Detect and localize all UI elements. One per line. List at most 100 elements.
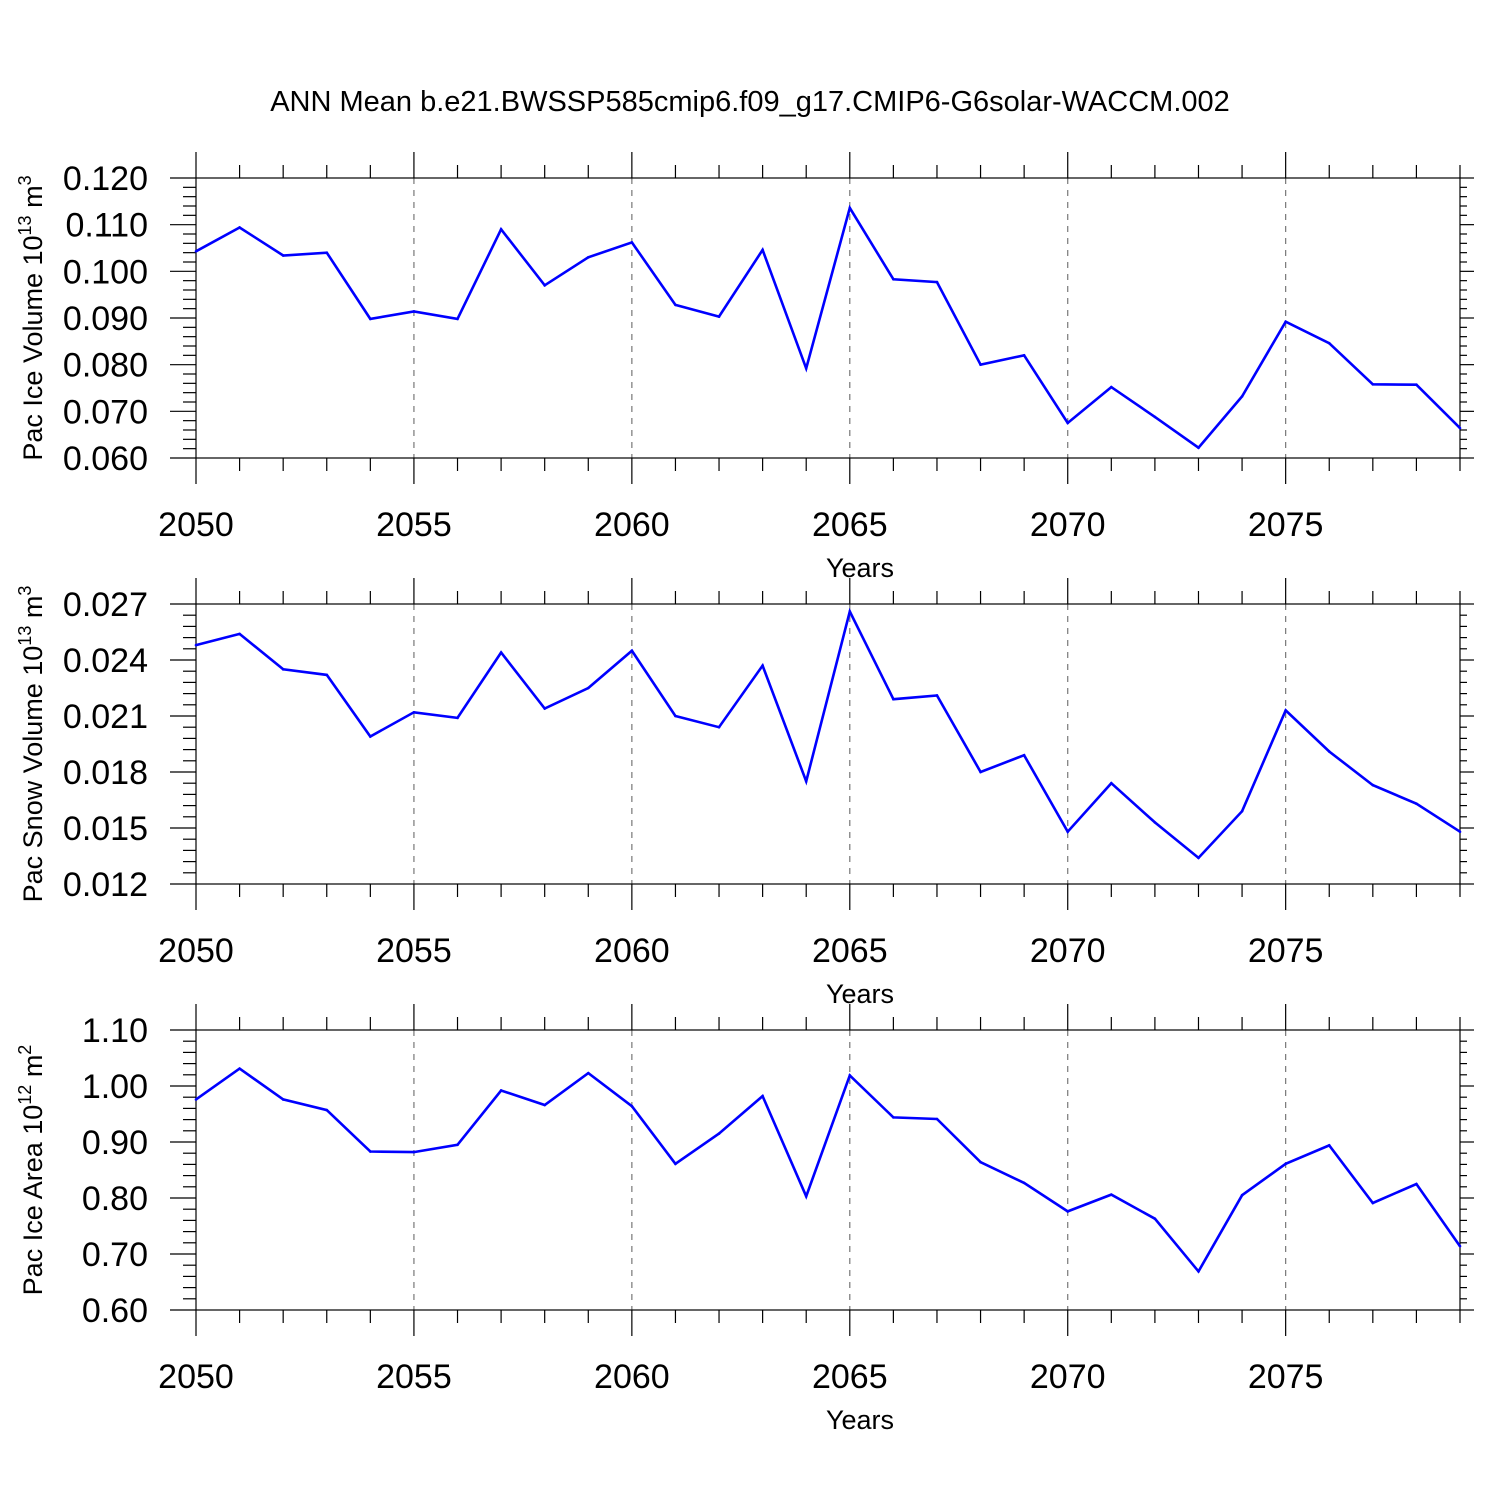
x-tick-label: 2050 — [158, 506, 234, 544]
data-point — [412, 710, 416, 714]
y-tick-label: 0.70 — [82, 1236, 148, 1274]
plot-frame — [195, 1029, 1461, 1311]
y-tick-label: 0.024 — [63, 642, 148, 680]
y-tick-label: 0.100 — [63, 253, 148, 291]
data-point — [674, 303, 677, 307]
data-point — [1371, 783, 1375, 787]
data-point — [238, 226, 241, 229]
data-point — [1327, 341, 1331, 345]
y-axis-title-superscript: 2 — [15, 1045, 35, 1055]
y-tick-label: 0.120 — [63, 160, 148, 198]
data-point — [325, 251, 329, 254]
y-tick-label: 1.00 — [82, 1068, 148, 1106]
y-tick-label: 0.021 — [63, 698, 148, 736]
data-point — [456, 1143, 459, 1147]
y-tick-label: 1.10 — [82, 1012, 148, 1050]
data-point — [499, 228, 503, 231]
x-tick-label: 2055 — [376, 506, 452, 544]
data-point — [804, 1195, 808, 1198]
y-axis-title-text: m — [18, 1055, 48, 1085]
data-point — [1197, 1270, 1200, 1273]
data-point — [1197, 446, 1200, 450]
data-point — [1284, 1162, 1287, 1166]
data-point — [674, 714, 677, 718]
x-tick-label: 2060 — [594, 506, 670, 544]
series-line — [195, 607, 1461, 860]
x-tick-label: 2055 — [376, 932, 452, 970]
data-point — [1415, 1182, 1418, 1186]
y-tick-label: 0.60 — [82, 1292, 148, 1330]
data-point — [935, 1117, 939, 1121]
data-point — [586, 1071, 590, 1075]
data-point — [543, 707, 546, 710]
x-tick-label: 2070 — [1030, 1358, 1106, 1396]
data-point — [761, 664, 764, 667]
y-tick-label: 0.060 — [63, 440, 148, 478]
x-tick-label: 2055 — [376, 1358, 452, 1396]
data-point — [848, 1074, 852, 1077]
data-point — [1110, 1193, 1113, 1196]
data-point — [979, 770, 982, 774]
y-tick-label: 0.018 — [63, 754, 148, 792]
x-tick-label: 2075 — [1248, 932, 1324, 970]
data-point — [1022, 753, 1026, 757]
y-axis-title-text: m — [18, 185, 48, 215]
data-point — [238, 632, 241, 636]
data-point — [717, 725, 721, 729]
data-point — [1197, 856, 1200, 860]
y-axis-title-text: m — [18, 596, 48, 626]
data-point — [543, 1103, 546, 1107]
data-point — [1022, 354, 1026, 357]
x-tick-label: 2065 — [812, 1358, 888, 1396]
data-point — [1284, 709, 1287, 712]
x-tick-label: 2050 — [158, 932, 234, 970]
chart-panel-3: 0.60 0.70 0.80 0.90 1.00 1.10 2050 2055 2060 2065… — [15, 1004, 1474, 1435]
plot-frame — [195, 603, 1461, 885]
y-axis-title-superscript: 13 — [15, 626, 35, 646]
data-point — [717, 1132, 721, 1135]
data-point — [892, 277, 895, 281]
data-point — [456, 716, 459, 720]
data-point — [935, 280, 939, 284]
data-point — [281, 668, 285, 671]
data-point — [1110, 781, 1113, 785]
data-point — [1415, 383, 1418, 387]
data-point — [1153, 415, 1157, 419]
series-line — [195, 1067, 1462, 1274]
y-tick-label: 0.90 — [82, 1124, 148, 1162]
x-tick-label: 2075 — [1248, 506, 1324, 544]
data-point — [194, 1098, 198, 1101]
data-point — [1240, 1193, 1244, 1197]
data-point — [1240, 395, 1244, 398]
y-tick-label: 0.027 — [63, 586, 148, 624]
data-point — [630, 649, 634, 652]
y-tick-label: 0.015 — [63, 810, 148, 848]
y-axis-title-text: Pac Ice Area 10 — [18, 1105, 48, 1296]
data-point — [630, 1104, 634, 1108]
x-tick-label: 2060 — [594, 1358, 670, 1396]
y-tick-label: 0.80 — [82, 1180, 148, 1218]
data-point — [1327, 1144, 1331, 1147]
data-point — [1066, 421, 1070, 425]
data-point — [1327, 750, 1331, 753]
x-axis-title: Years — [826, 979, 894, 1009]
data-point — [674, 1162, 677, 1166]
y-tick-label: 0.080 — [63, 347, 148, 385]
y-axis-title: Pac Ice Area 1012 m2 — [15, 1045, 48, 1296]
data-point — [761, 1094, 764, 1098]
x-tick-label: 2070 — [1030, 506, 1106, 544]
data-point — [892, 697, 895, 701]
data-point — [499, 1089, 503, 1092]
data-point — [979, 363, 982, 366]
y-axis-title-superscript: 13 — [15, 215, 35, 235]
plot-frame — [195, 177, 1461, 459]
data-point — [1458, 830, 1462, 834]
x-tick-label: 2060 — [594, 932, 670, 970]
data-point — [369, 1150, 372, 1153]
data-point — [1066, 1210, 1070, 1213]
y-axis-title-superscript: 3 — [15, 175, 35, 185]
data-point — [543, 284, 546, 287]
data-point — [804, 780, 808, 783]
y-axis-title-text: Pac Ice Volume 10 — [18, 235, 48, 460]
x-tick-label: 2065 — [812, 932, 888, 970]
